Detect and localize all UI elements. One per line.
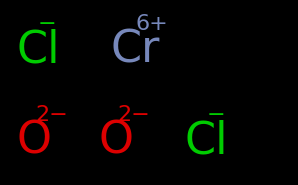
Text: 2−: 2−: [36, 105, 69, 125]
Text: 6+: 6+: [136, 14, 168, 34]
Text: Cl: Cl: [16, 28, 60, 71]
Text: Cr: Cr: [110, 28, 160, 71]
Text: Cl: Cl: [185, 119, 228, 162]
Text: −: −: [206, 105, 225, 125]
Text: 2−: 2−: [118, 105, 150, 125]
Text: O: O: [16, 119, 51, 162]
Text: O: O: [98, 119, 133, 162]
Text: −: −: [38, 14, 57, 34]
